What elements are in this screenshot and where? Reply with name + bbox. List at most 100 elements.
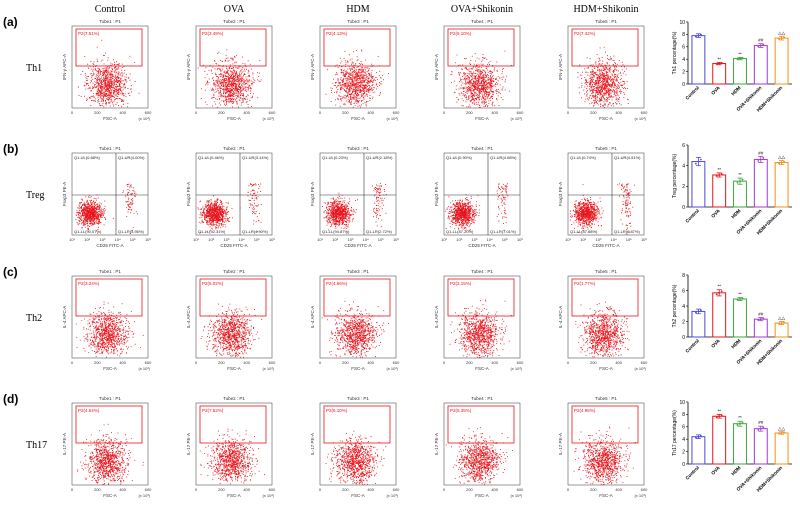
y-axis-label: IFN-γ APC-A <box>434 54 439 80</box>
x-axis-label: FSC-A <box>599 116 613 121</box>
data-point <box>695 162 697 165</box>
x-tick-label: 400 <box>367 487 374 492</box>
gate-percentage-label: P2(4.13%) <box>326 31 348 36</box>
data-point <box>715 63 718 66</box>
flow-plot: Tube3 : P1 0 200 400 600 FSC-A (x 10³) IL-4 APC… <box>310 269 400 371</box>
data-point <box>739 422 741 425</box>
gate-percentage-label: P2(4.54%) <box>78 408 100 413</box>
y-axis-label: Th17 percentage(%) <box>672 410 678 456</box>
quadrant-ul-label: Q1-UL(0.46%) <box>198 155 224 160</box>
x-tick-label: 200 <box>590 487 597 492</box>
y-tick-label: 6 <box>682 425 685 431</box>
quadrant-lr-label: Q1-LR(6.87%) <box>614 229 640 234</box>
data-point <box>715 416 718 419</box>
data-point <box>759 318 762 321</box>
y-tick-label: 10 <box>679 20 685 26</box>
y-tick-label: 4 <box>682 304 685 310</box>
flow-plot: Tube5 : P1 10¹ 10² 10³ 10⁴ 10⁵ 10⁶ CD25 FITC-A F… <box>558 146 647 248</box>
x-axis-unit: (x 10³) <box>510 116 522 121</box>
quadrant-ur-label: Q1-UR(2.18%) <box>366 155 393 160</box>
scatter-dots <box>450 50 512 108</box>
quadrant-lr-label: Q1-LR(2.72%) <box>366 229 392 234</box>
category-label: Control <box>685 465 701 481</box>
x-axis-label: FSC-A <box>351 366 365 371</box>
plot-frame <box>71 25 149 109</box>
scatter-dots <box>577 46 629 108</box>
row-th1: (a) Th1 Tube1 : P1 0 200 400 600 FSC-A (x 10³) IF… <box>3 15 648 121</box>
x-tick-label: 10⁵ <box>254 237 260 242</box>
x-axis-unit: (x 10³) <box>262 116 274 121</box>
x-tick-label: 600 <box>269 360 276 365</box>
plot-frame <box>195 275 273 359</box>
data-point <box>783 321 785 324</box>
x-axis-unit: (x 10³) <box>510 493 522 498</box>
data-point <box>757 429 760 431</box>
x-tick-label: 600 <box>641 360 648 365</box>
x-axis-unit: (x 10³) <box>634 366 646 371</box>
x-axis-unit: (x 10³) <box>634 116 646 121</box>
plot-frame <box>443 25 521 109</box>
x-axis-unit: (x 10³) <box>262 493 274 498</box>
quadrant-lr-label: Q1-LR(7.01%) <box>490 229 516 234</box>
x-tick-label: 200 <box>342 110 349 115</box>
y-tick-label: 6 <box>682 288 685 294</box>
data-point <box>695 436 697 439</box>
bar <box>774 162 789 208</box>
plot-frame <box>319 152 397 236</box>
y-axis-label: Treg percentage(%) <box>672 154 678 199</box>
bar <box>753 318 768 338</box>
y-tick-label: 4 <box>682 437 685 443</box>
data-point <box>739 57 741 60</box>
bar <box>733 298 747 338</box>
quadrant-ur-label: Q1-UR(4.00%) <box>118 155 145 160</box>
y-tick-label: 4 <box>682 57 685 63</box>
data-point <box>757 45 760 48</box>
data-point <box>757 160 760 162</box>
tube-label: Tube3 : P1 <box>347 146 369 151</box>
tube-label: Tube3 : P1 <box>347 19 369 24</box>
data-point <box>762 426 765 429</box>
bar <box>774 432 789 465</box>
data-point <box>715 175 718 177</box>
scatter-dots <box>569 183 636 235</box>
y-tick-label: 2 <box>682 184 685 190</box>
x-tick-label: 600 <box>641 110 648 115</box>
significance-marker: ** <box>717 408 721 413</box>
plot-frame <box>567 402 645 486</box>
y-axis-label: IFN-γ APC-A <box>62 54 67 80</box>
y-axis-label: IL-4 APC-A <box>62 306 67 329</box>
data-point <box>700 33 702 36</box>
tube-label: Tube5 : P1 <box>595 146 617 151</box>
tube-label: Tube1 : P1 <box>99 19 121 24</box>
data-point <box>759 158 762 161</box>
category-label: HDM <box>730 465 742 477</box>
data-point <box>780 37 783 40</box>
x-tick-label: 10⁶ <box>269 237 275 242</box>
gate-percentage-label: P2(6.10%) <box>326 408 348 413</box>
data-point <box>741 178 744 181</box>
y-axis-label: IL-4 APC-A <box>434 306 439 329</box>
x-tick-label: 400 <box>615 110 622 115</box>
data-point <box>697 34 700 37</box>
tube-label: Tube1 : P1 <box>99 146 121 151</box>
gate-rectangle <box>199 405 267 444</box>
x-tick-label: 0 <box>71 487 74 492</box>
data-point <box>718 415 721 418</box>
quadrant-ul-label: Q1-UL(0.23%) <box>322 155 348 160</box>
category-label: Control <box>685 85 701 101</box>
y-tick-label: 0 <box>682 82 685 88</box>
category-label: HDM <box>730 208 742 220</box>
data-point <box>739 180 741 183</box>
x-tick-label: 10⁵ <box>626 237 632 242</box>
flow-plot: Tube5 : P1 0 200 400 600 FSC-A (x 10³) IL-17 PE… <box>558 396 648 498</box>
tube-label: Tube4 : P1 <box>471 19 493 24</box>
gate-rectangle <box>75 405 143 444</box>
significance-marker: ## <box>758 312 764 317</box>
scatter-dots <box>445 183 509 231</box>
y-tick-label: 6 <box>682 143 685 149</box>
x-tick-label: 600 <box>641 487 648 492</box>
scatter-dots <box>445 427 513 485</box>
significance-marker: ** <box>738 51 742 56</box>
x-tick-label: 0 <box>71 110 74 115</box>
x-tick-label: 200 <box>94 110 101 115</box>
